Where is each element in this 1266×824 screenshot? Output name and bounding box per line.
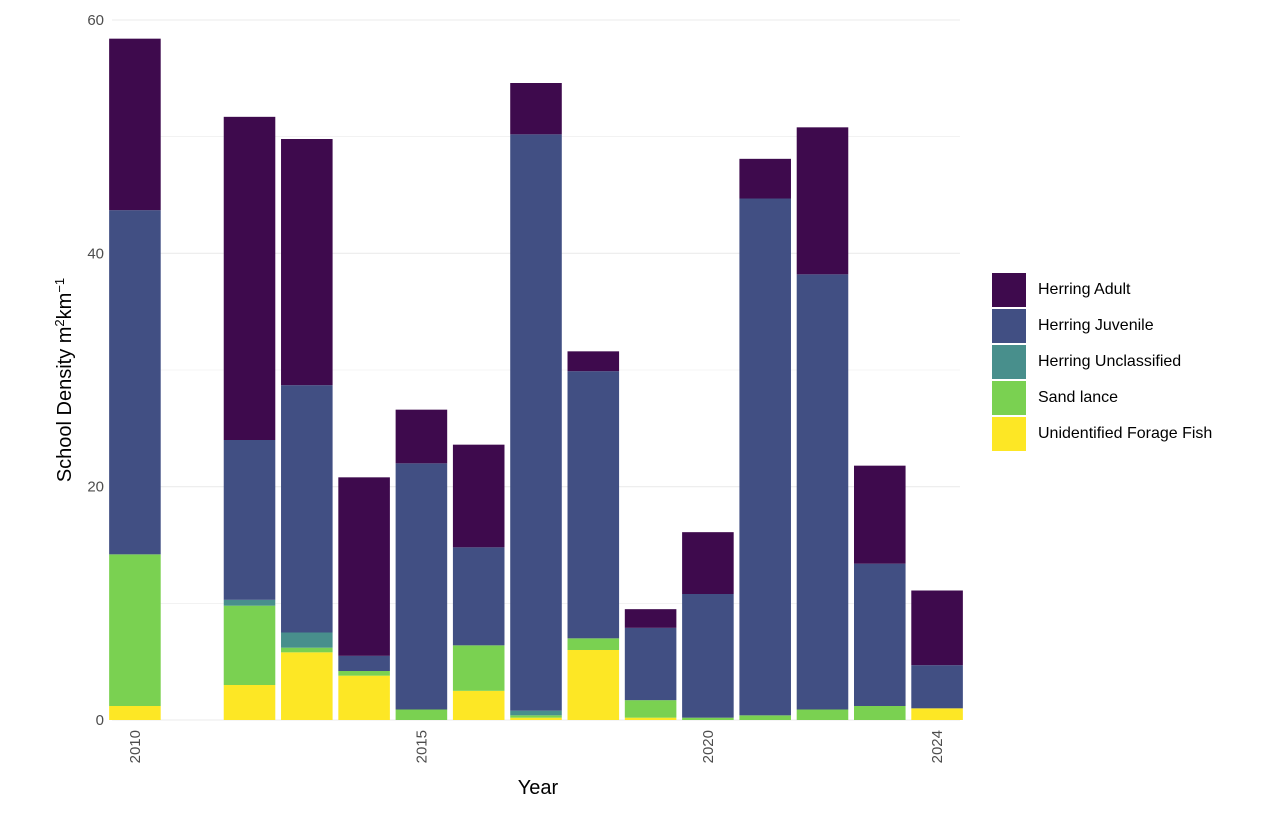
legend-label: Herring Juvenile bbox=[1038, 317, 1154, 334]
bar-segment bbox=[281, 385, 333, 633]
legend-item: Unidentified Forage Fish bbox=[992, 416, 1212, 452]
bar-segment bbox=[452, 690, 505, 720]
bar-segment bbox=[109, 210, 161, 555]
bar-segment bbox=[682, 532, 734, 594]
legend-item: Sand lance bbox=[992, 380, 1212, 416]
y-axis-title-mid: km bbox=[54, 293, 76, 320]
bar-segment bbox=[739, 158, 791, 199]
bar-segment bbox=[624, 700, 677, 718]
bar-segment bbox=[452, 547, 505, 646]
bar-segment bbox=[338, 655, 390, 671]
bar-segment bbox=[109, 38, 161, 211]
legend-label: Unidentified Forage Fish bbox=[1038, 425, 1213, 442]
bar-segment bbox=[223, 599, 276, 606]
bar-segment bbox=[510, 134, 562, 711]
bar-segment bbox=[854, 563, 906, 706]
legend-key bbox=[992, 273, 1026, 307]
y-axis-title-prefix: School Density m bbox=[54, 327, 76, 483]
bars bbox=[109, 38, 963, 720]
y-axis-ticks: 0 20 40 60 bbox=[87, 12, 104, 729]
x-axis-ticks: 2010 2015 2020 2024 bbox=[127, 730, 946, 763]
bar-segment bbox=[109, 554, 161, 706]
legend-item: Herring Adult bbox=[992, 272, 1212, 308]
bar-segment bbox=[567, 351, 620, 372]
bar-segment bbox=[739, 715, 791, 720]
x-tick-label: 2024 bbox=[929, 730, 946, 763]
bar-segment bbox=[911, 665, 963, 709]
y-axis-title: School Density m2km−1 bbox=[52, 278, 77, 482]
y-tick-label: 60 bbox=[87, 12, 104, 29]
bar-segment bbox=[682, 717, 734, 720]
bar-segment bbox=[338, 477, 390, 656]
bar-segment bbox=[223, 116, 276, 440]
bar-segment bbox=[624, 627, 677, 701]
y-axis-title-sup2: −1 bbox=[52, 278, 67, 293]
bar-segment bbox=[338, 675, 390, 720]
bar-segment bbox=[281, 647, 333, 653]
legend: Herring Adult Herring Juvenile Herring Unc… bbox=[992, 272, 1212, 452]
bar-segment bbox=[567, 650, 620, 720]
bar-segment bbox=[911, 590, 963, 666]
bar-segment bbox=[682, 594, 734, 718]
x-axis-title: Year bbox=[518, 777, 559, 799]
bar-segment bbox=[854, 465, 906, 564]
legend-item: Herring Juvenile bbox=[992, 308, 1212, 344]
legend-key bbox=[992, 381, 1026, 415]
bar-segment bbox=[223, 440, 276, 600]
bar-segment bbox=[624, 717, 677, 720]
legend-label: Herring Unclassified bbox=[1038, 353, 1182, 370]
legend-item: Herring Unclassified bbox=[992, 344, 1212, 380]
bar-segment bbox=[911, 708, 963, 720]
bar-segment bbox=[510, 715, 562, 718]
y-tick-label: 20 bbox=[87, 479, 104, 496]
bar-segment bbox=[624, 609, 677, 628]
bar-segment bbox=[338, 671, 390, 676]
bar-segment bbox=[223, 605, 276, 685]
x-tick-label: 2015 bbox=[413, 730, 430, 763]
bar-segment bbox=[510, 83, 562, 135]
bar-segment bbox=[567, 638, 620, 650]
bar-segment bbox=[395, 709, 448, 720]
bar-segment bbox=[452, 645, 505, 691]
bar-segment bbox=[567, 371, 620, 639]
bar-segment bbox=[395, 409, 448, 464]
x-tick-label: 2010 bbox=[127, 730, 144, 763]
bar-segment bbox=[395, 463, 448, 710]
legend-key bbox=[992, 345, 1026, 379]
bar-segment bbox=[281, 632, 333, 648]
bar-segment bbox=[796, 127, 849, 275]
bar-segment bbox=[223, 685, 276, 720]
legend-label: Herring Adult bbox=[1038, 281, 1131, 298]
y-axis-title-sup1: 2 bbox=[52, 319, 67, 326]
legend-key bbox=[992, 309, 1026, 343]
bar-segment bbox=[109, 706, 161, 720]
bar-segment bbox=[796, 274, 849, 710]
bar-segment bbox=[510, 717, 562, 720]
y-tick-label: 0 bbox=[96, 712, 104, 729]
bar-segment bbox=[739, 198, 791, 716]
bar-segment bbox=[452, 444, 505, 548]
bar-segment bbox=[281, 139, 333, 386]
legend-label: Sand lance bbox=[1038, 389, 1119, 406]
x-tick-label: 2020 bbox=[700, 730, 717, 763]
bar-segment bbox=[854, 706, 906, 720]
y-tick-label: 40 bbox=[87, 245, 104, 262]
bar-segment bbox=[796, 709, 849, 720]
bar-segment bbox=[510, 710, 562, 716]
legend-key bbox=[992, 417, 1026, 451]
bar-segment bbox=[281, 652, 333, 720]
